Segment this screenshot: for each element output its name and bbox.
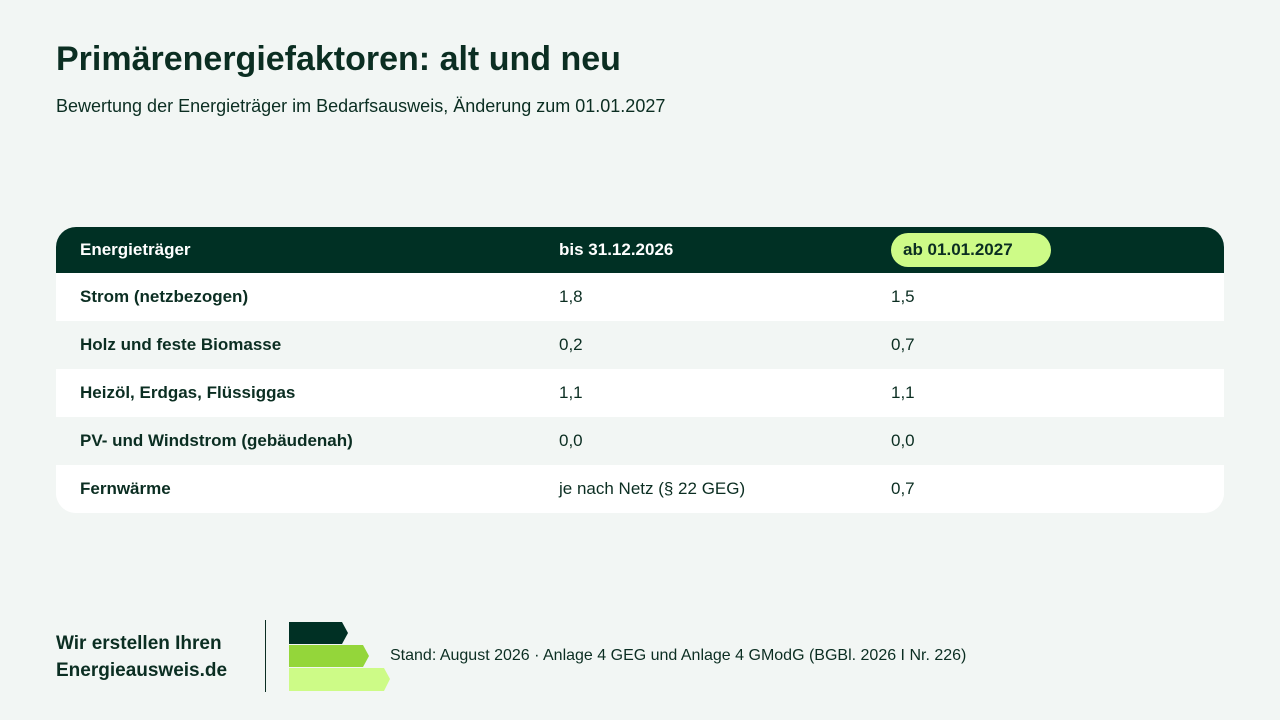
- factor-old-cell: 0,0: [559, 431, 583, 450]
- column-header-until-2026: bis 31.12.2026: [559, 240, 674, 259]
- footer-divider: [265, 620, 266, 692]
- table-row: Strom (netzbezogen) 1,8 1,5: [56, 273, 1224, 321]
- table-header-row: Energieträger bis 31.12.2026 ab 01.01.20…: [56, 227, 1224, 273]
- efficiency-arrow-light: [289, 668, 390, 691]
- brand-wordmark: Wir erstellen Ihren Energieausweis.de: [56, 630, 227, 684]
- highlight-badge-from-2027: ab 01.01.2027: [891, 233, 1051, 267]
- factor-new-cell: 1,1: [891, 383, 915, 402]
- factor-new-cell: 1,5: [891, 287, 915, 306]
- source-note: Stand: August 2026 · Anlage 4 GEG und An…: [390, 647, 967, 664]
- factor-new-cell: 0,0: [891, 431, 915, 450]
- energy-carrier-cell: Heizöl, Erdgas, Flüssiggas: [80, 383, 296, 402]
- factor-old-cell: 1,8: [559, 287, 583, 306]
- page-title: Primärenergiefaktoren: alt und neu: [56, 40, 621, 78]
- factor-old-cell: je nach Netz (§ 22 GEG): [559, 479, 746, 498]
- energy-carrier-cell: Fernwärme: [80, 479, 171, 498]
- factor-new-cell: 0,7: [891, 335, 915, 354]
- energy-carrier-cell: Holz und feste Biomasse: [80, 335, 282, 354]
- brand-line-1: Wir erstellen Ihren: [56, 633, 222, 654]
- factor-new-cell: 0,7: [891, 479, 915, 498]
- energy-carrier-cell: PV- und Windstrom (gebäudenah): [80, 431, 353, 450]
- brand-line-2: Energieausweis.de: [56, 660, 228, 681]
- table-row: Heizöl, Erdgas, Flüssiggas 1,1 1,1: [56, 369, 1224, 417]
- energy-efficiency-arrows-icon: [289, 622, 390, 691]
- page-subtitle: Bewertung der Energieträger im Bedarfsau…: [56, 96, 666, 116]
- column-header-energy-carrier: Energieträger: [80, 240, 191, 259]
- column-header-from-2027: ab 01.01.2027: [891, 233, 1224, 267]
- efficiency-arrow-mid: [289, 645, 369, 667]
- table-row: Fernwärme je nach Netz (§ 22 GEG) 0,7: [56, 465, 1224, 513]
- table-row: Holz und feste Biomasse 0,2 0,7: [56, 321, 1224, 369]
- energy-carrier-cell: Strom (netzbezogen): [80, 287, 249, 306]
- table-row: PV- und Windstrom (gebäudenah) 0,0 0,0: [56, 417, 1224, 465]
- factor-old-cell: 1,1: [559, 383, 583, 402]
- energy-factor-table: Energieträger bis 31.12.2026 ab 01.01.20…: [56, 227, 1224, 513]
- factor-old-cell: 0,2: [559, 335, 583, 354]
- efficiency-arrow-dark: [289, 622, 348, 644]
